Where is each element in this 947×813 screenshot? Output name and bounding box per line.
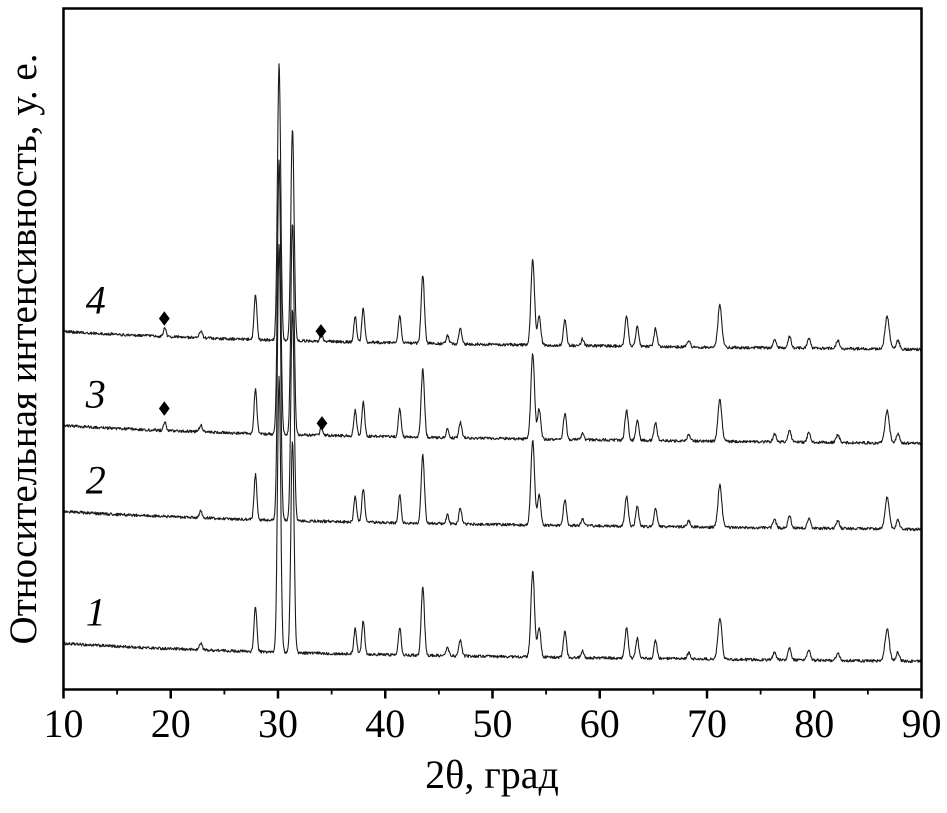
curve-label-4: 4 — [86, 277, 106, 322]
impurity-diamond-marker — [316, 416, 328, 431]
curve-labels-layer: 1 2 3 4 — [85, 277, 106, 634]
impurity-markers-layer — [158, 311, 328, 431]
x-tick-label: 60 — [580, 701, 620, 746]
x-tick-label: 70 — [687, 701, 727, 746]
curve-label-1: 1 — [86, 589, 106, 634]
x-tick-label: 40 — [365, 701, 405, 746]
x-axis-title: 2θ, град — [425, 752, 559, 797]
impurity-diamond-marker — [158, 401, 170, 416]
x-tick-label: 80 — [794, 701, 834, 746]
x-tick-label: 90 — [902, 701, 942, 746]
plot-border — [62, 7, 923, 691]
diffraction-curve-3 — [64, 159, 921, 446]
y-axis-title: Относительная интенсивность, у. е. — [2, 54, 45, 645]
x-tick-label: 30 — [258, 701, 298, 746]
x-axis-tick-labels: 10 20 30 40 50 60 70 80 90 — [44, 701, 942, 746]
x-axis-ticks — [62, 689, 923, 699]
curve-label-2: 2 — [86, 457, 106, 502]
impurity-diamond-marker — [158, 311, 170, 326]
diffraction-curve-2 — [64, 243, 921, 532]
diffraction-curve-4 — [64, 63, 921, 352]
x-tick-label: 20 — [151, 701, 191, 746]
x-tick-label: 50 — [473, 701, 513, 746]
diffraction-curves-layer — [64, 63, 921, 664]
impurity-diamond-marker — [315, 324, 327, 339]
curve-label-3: 3 — [85, 371, 106, 416]
diffraction-curve-1 — [64, 375, 921, 664]
x-tick-label: 10 — [44, 701, 84, 746]
